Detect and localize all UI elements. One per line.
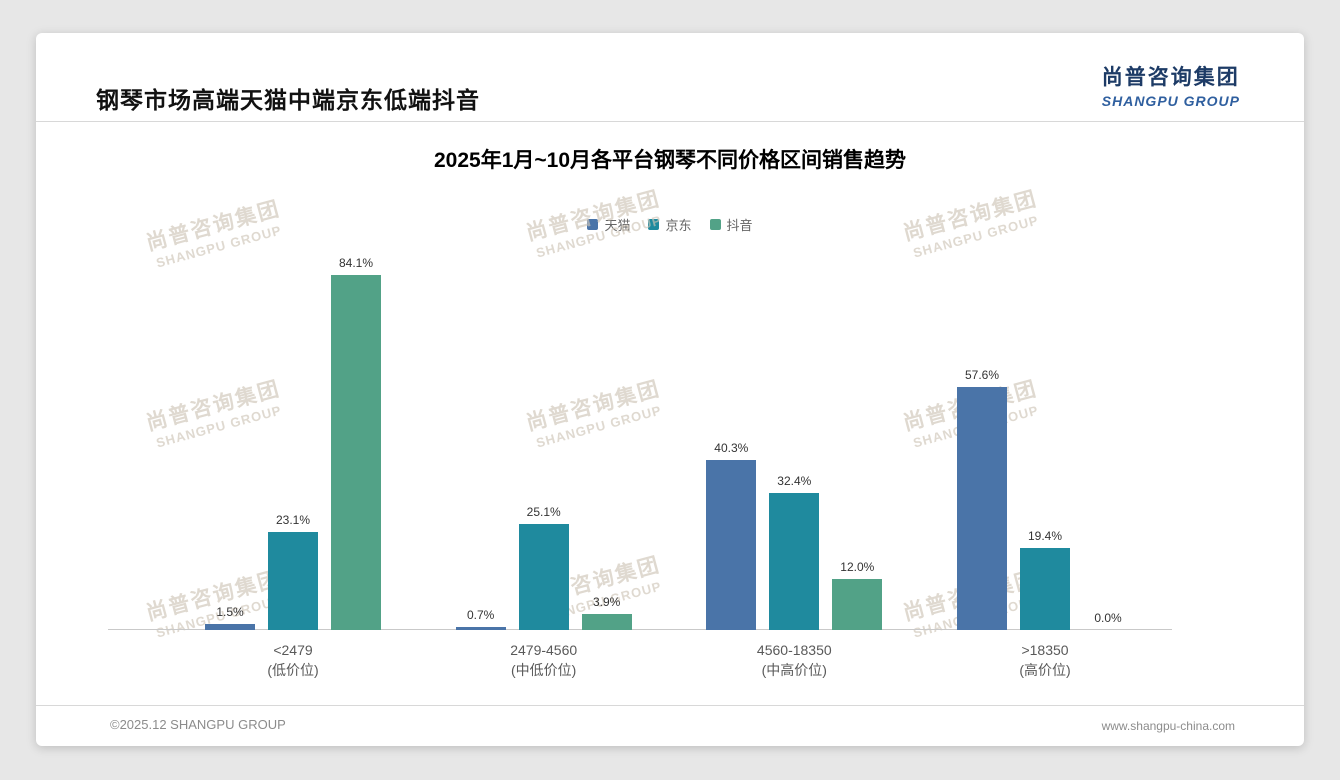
bar-京东 [769, 493, 820, 630]
bar-slot: 40.3% [706, 250, 757, 630]
bar-slot: 84.1% [331, 250, 381, 630]
bar-value-label: 40.3% [714, 440, 749, 455]
bar-slot: 3.9% [581, 250, 632, 630]
logo-en-text: SHANGPU GROUP [1101, 93, 1240, 109]
bar-slot: 19.4% [1020, 250, 1070, 630]
legend-swatch [709, 219, 721, 230]
bar-group-2479-4560: 0.7% 25.1% 3.9% 2479-4560 (中低价位) [455, 250, 632, 678]
legend-item-京东[interactable]: 京东 [648, 215, 692, 234]
category-label: <2479 (低价位) [267, 642, 319, 679]
bar-slot: 0.7% [455, 250, 506, 630]
bar-slot: 0.0% [1083, 250, 1133, 630]
category-label: 2479-4560 (中低价位) [510, 642, 578, 679]
bar-京东 [1020, 548, 1070, 630]
bar-天猫 [205, 623, 255, 630]
bar-value-label: 25.1% [526, 505, 561, 520]
bar-slot: 23.1% [268, 250, 318, 630]
bar-value-label: 32.4% [777, 474, 812, 489]
footer-divider [36, 705, 1304, 706]
category-label: >18350 (高价位) [1019, 642, 1071, 679]
bar-抖音 [331, 274, 381, 630]
bar-value-label: 0.7% [467, 608, 495, 623]
bar-天猫 [957, 386, 1007, 630]
legend-item-抖音[interactable]: 抖音 [709, 215, 753, 234]
x-axis-line [108, 629, 1172, 630]
bar-value-label: 12.0% [840, 560, 875, 575]
legend-label: 京东 [665, 218, 692, 233]
bar-group-4560-18350: 40.3% 32.4% 12.0% 4560-18350 (中高价位) [706, 250, 883, 678]
bar-slot: 1.5% [205, 250, 255, 630]
bar-抖音 [832, 579, 883, 630]
bar-slot: 12.0% [832, 250, 883, 630]
bar-value-label: 1.5% [216, 604, 244, 619]
bar-group->18350: 57.6% 19.4% 0.0% >18350 (高价位) [957, 250, 1133, 678]
plot-area: 1.5% 23.1% 84.1% <2479 (低价位) 0.7% 25.1% 3.9% 247… [108, 250, 1172, 678]
bar-value-label: 19.4% [1027, 529, 1063, 544]
bar-value-label: 0.0% [1094, 611, 1122, 625]
footer-website: www.shangpu-china.com [1101, 719, 1235, 733]
bar-slot: 25.1% [518, 250, 569, 630]
bar-value-label: 84.1% [338, 255, 374, 270]
logo-cn-text: 尚普咨询集团 [1101, 66, 1240, 89]
company-logo: 尚普咨询集团 SHANGPU GROUP [1102, 61, 1240, 109]
bar-京东 [518, 524, 569, 630]
chart-legend: 天猫 京东 抖音 [36, 215, 1304, 234]
bar-抖音 [581, 613, 632, 630]
header-divider [36, 121, 1304, 122]
legend-swatch [648, 219, 660, 230]
slide-card: 钢琴市场高端天猫中端京东低端抖音 尚普咨询集团 SHANGPU GROUP 20… [36, 33, 1304, 746]
bar-天猫 [455, 627, 506, 630]
bar-value-label: 23.1% [275, 513, 311, 528]
chart-title: 2025年1月~10月各平台钢琴不同价格区间销售趋势 [433, 149, 907, 172]
bar-value-label: 57.6% [964, 367, 1000, 382]
bar-京东 [268, 532, 318, 630]
bar-value-label: 3.9% [593, 594, 621, 609]
bar-slot: 32.4% [769, 250, 820, 630]
bar-group-<2479: 1.5% 23.1% 84.1% <2479 (低价位) [205, 250, 381, 678]
bar-天猫 [706, 459, 757, 630]
legend-label: 天猫 [604, 218, 631, 233]
footer-copyright: ©2025.12 SHANGPU GROUP [110, 717, 286, 732]
legend-item-天猫[interactable]: 天猫 [587, 215, 630, 234]
bar-slot: 57.6% [957, 250, 1007, 630]
page-title: 钢琴市场高端天猫中端京东低端抖音 [96, 87, 480, 113]
legend-label: 抖音 [726, 218, 753, 233]
legend-swatch [587, 219, 599, 230]
category-label: 4560-18350 (中高价位) [756, 642, 832, 679]
